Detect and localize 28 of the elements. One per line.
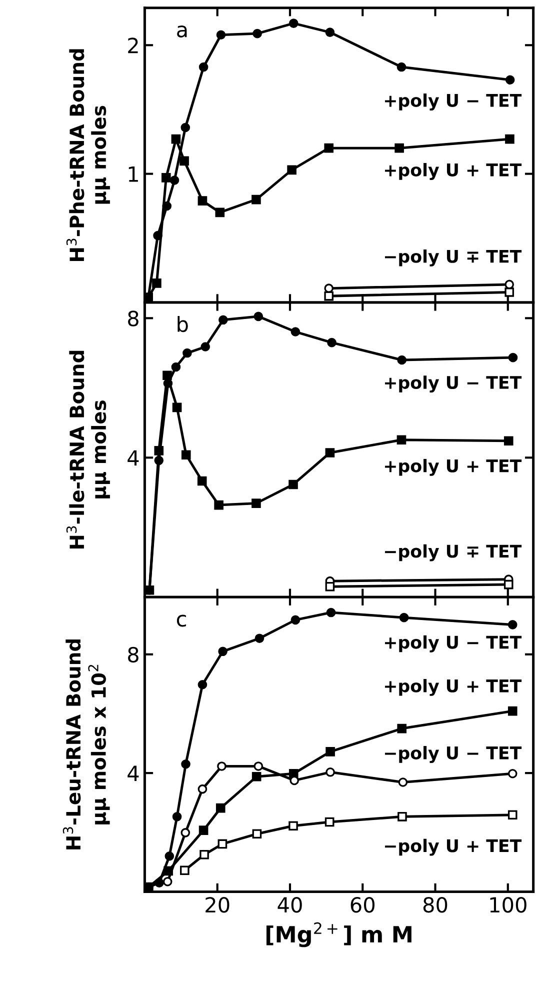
series-label: −poly U + TET <box>385 838 522 856</box>
y-axis-title: H$^{3}$-Ile-tRNA Bound μμ moles <box>66 350 110 549</box>
series-label: −poly U ∓ TET <box>385 544 522 562</box>
legend-label: +poly U + TET <box>385 163 522 180</box>
x-tick-label: 100 <box>490 896 526 913</box>
series-label: −poly U ∓ TET <box>385 249 522 266</box>
y-axis-title: H$^{3}$-Phe-tRNA Bound μμ moles <box>66 49 110 261</box>
y-tick-label: 4 <box>128 766 139 781</box>
y-axis-title: H$^{3}$-Leu-tRNA Bound μμ moles x 10$^{2}$ <box>62 639 110 850</box>
y-tick-label: 4 <box>128 450 139 466</box>
y-tick-label: 2 <box>128 38 138 54</box>
annotation: a <box>177 26 187 38</box>
series-label: +poly U − TET <box>385 94 522 110</box>
series-label: −poly U − TET <box>385 746 522 763</box>
legend-label: +poly U + TET <box>385 458 522 476</box>
x-tick-label: 40 <box>278 896 302 913</box>
x-tick-label: 20 <box>206 896 230 913</box>
x-tick-label: 80 <box>423 896 448 913</box>
x-axis-title: [Mg$^{2+}$] m M <box>266 922 412 948</box>
annotation: c <box>176 614 186 627</box>
legend-label: +poly U − TET <box>385 635 522 652</box>
annotation: b <box>178 316 188 332</box>
y-tick-label: 8 <box>128 646 138 663</box>
y-tick-label: 8 <box>128 310 138 326</box>
y-tick-label: 1 <box>128 166 138 182</box>
x-tick-label: 60 <box>350 896 374 913</box>
series-label: +poly U + TET <box>385 678 522 696</box>
series-label: +poly U − TET <box>385 376 522 393</box>
